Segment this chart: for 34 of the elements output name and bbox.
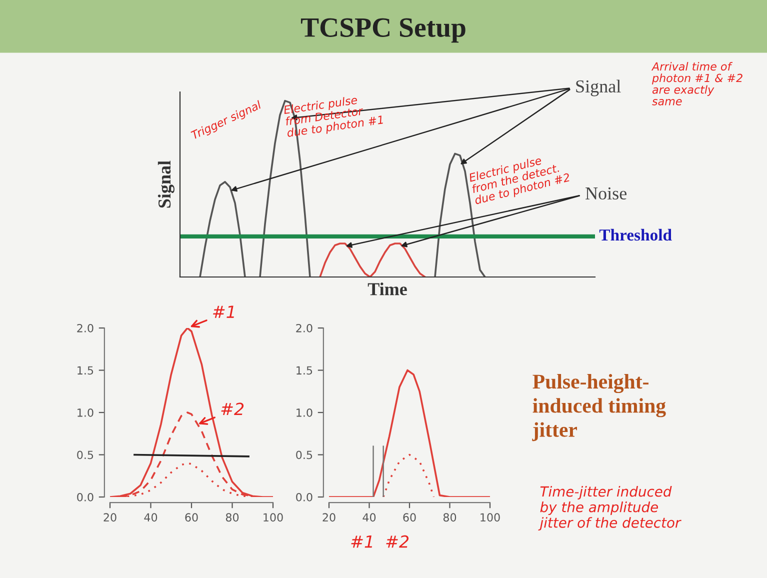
- text: Time-jitter induced by the amplitude jitter of the detector: [538, 486, 682, 531]
- y-tick-label: 0.0: [296, 492, 312, 502]
- text: Arrival time of photon #1 & #2 are exactly same: [651, 62, 742, 106]
- x-tick-label: 40: [144, 513, 158, 522]
- x-axis-title: Time: [368, 282, 407, 296]
- text: #2: [386, 535, 409, 548]
- x-tick-label: 20: [322, 513, 336, 522]
- x-tick-label: 60: [403, 513, 416, 522]
- y-tick-label: 1.0: [78, 408, 94, 417]
- annotation: #1: [213, 306, 234, 318]
- text: Noise: [586, 187, 626, 200]
- y-tick-label: 1.5: [296, 366, 312, 375]
- y-tick-label: 0.5: [77, 450, 94, 460]
- x-tick-label: 80: [443, 513, 456, 522]
- x-tick-label: 100: [264, 513, 283, 522]
- x-tick-label: 40: [362, 513, 376, 522]
- x-tick-label: 80: [226, 513, 239, 522]
- y-tick-label: 2.0: [77, 324, 94, 332]
- x-tick-label: 60: [185, 513, 198, 522]
- text: Pulse-height- induced timing jitter: [532, 374, 666, 442]
- y-tick-label: 0.0: [77, 492, 94, 502]
- y-tick-label: 2.0: [296, 324, 312, 332]
- y-tick-label: 1.0: [296, 408, 312, 417]
- chart-title: TCSPC Setup: [300, 18, 466, 43]
- y-axis-title: Signal: [158, 160, 174, 208]
- annotation: Electric pulse from the detect. due to photon #2: [468, 156, 571, 207]
- y-tick-label: 0.5: [296, 450, 312, 460]
- ref-line-label: Threshold: [599, 228, 672, 241]
- text: Signal: [576, 80, 621, 96]
- y-tick-label: 1.5: [78, 366, 94, 375]
- text: #1: [351, 536, 372, 548]
- x-tick-label: 100: [480, 513, 500, 522]
- annotation: #2: [221, 402, 244, 416]
- x-tick-label: 20: [104, 513, 116, 522]
